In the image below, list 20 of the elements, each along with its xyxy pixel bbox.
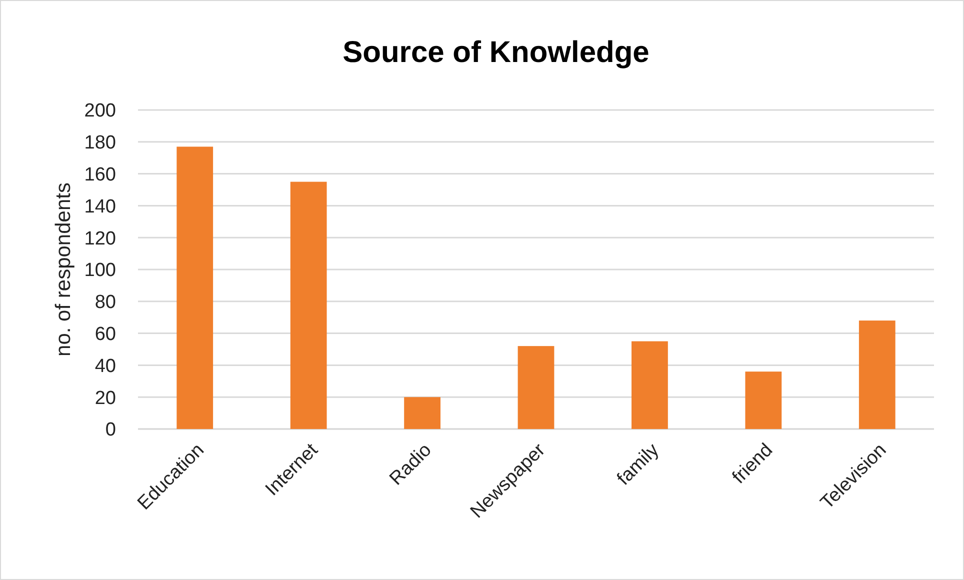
y-tick-label: 120 [84, 228, 116, 250]
bar [632, 341, 668, 429]
bar [176, 146, 214, 429]
y-tick-label: 40 [94, 356, 116, 377]
bar [290, 182, 327, 429]
bar [745, 372, 782, 429]
y-axis-title: no. of respondents [52, 182, 75, 356]
y-tick-label: 140 [84, 196, 116, 218]
bar [858, 320, 896, 429]
y-tick-label: 160 [84, 164, 116, 186]
chart-title: Source of Knowledge [342, 36, 650, 69]
y-tick-label: 180 [84, 132, 116, 154]
y-tick-label: 200 [84, 100, 116, 122]
y-tick-label: 80 [94, 292, 116, 314]
bar [518, 346, 554, 429]
bar [404, 397, 440, 429]
y-tick-label: 60 [94, 324, 116, 345]
y-tick-label: 20 [94, 388, 116, 409]
y-tick-label: 100 [84, 260, 116, 282]
y-tick-label: 0 [105, 420, 116, 441]
